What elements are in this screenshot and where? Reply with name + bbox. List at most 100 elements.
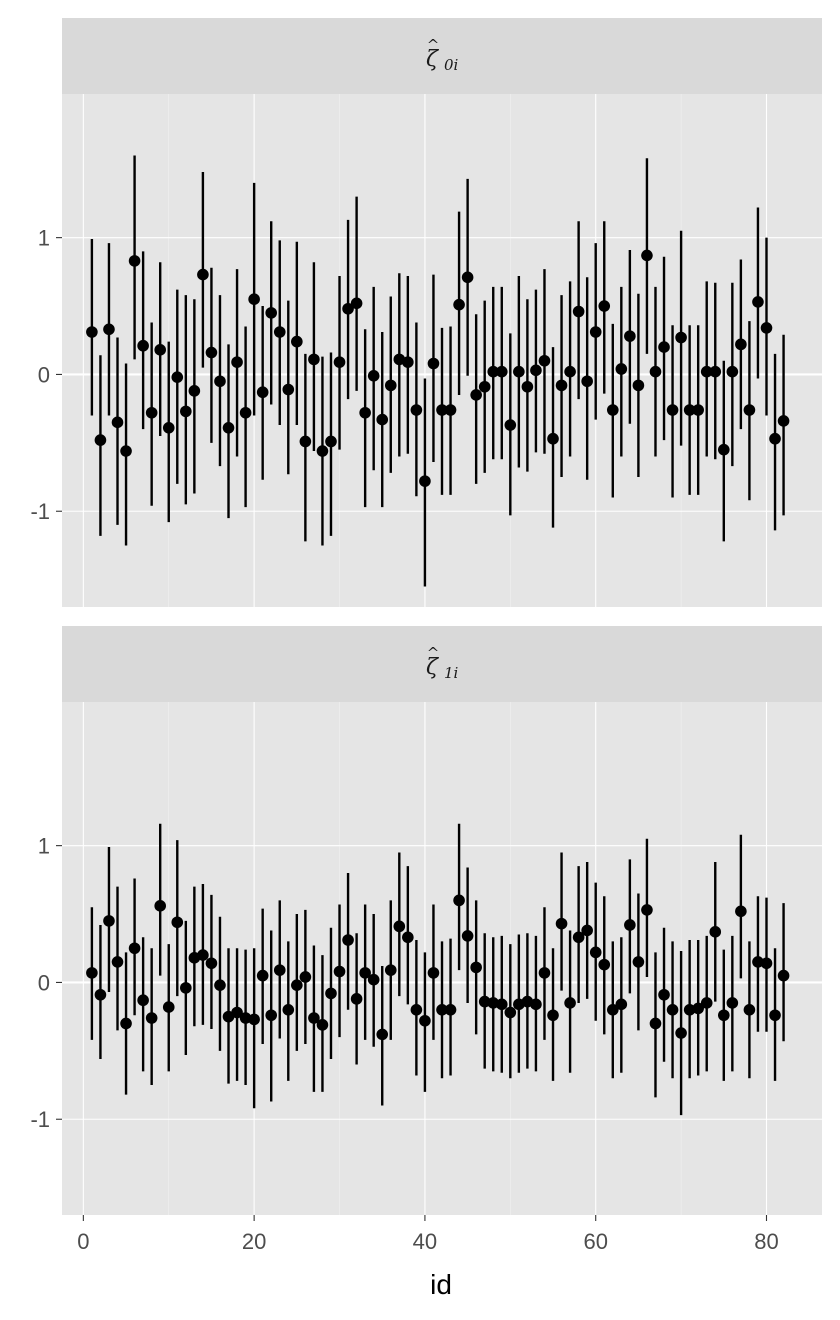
data-point [137, 994, 149, 1007]
data-point [94, 988, 107, 1001]
data-point [487, 365, 500, 378]
data-point [231, 1006, 243, 1019]
data-point [495, 998, 508, 1011]
x-axis-title: id [430, 1269, 452, 1300]
data-point [444, 1004, 457, 1016]
data-point [367, 370, 380, 382]
data-point [598, 300, 611, 312]
data-point [180, 982, 192, 994]
data-point [555, 379, 568, 392]
data-point [308, 353, 320, 366]
data-point [316, 1019, 329, 1031]
data-point [162, 1001, 175, 1013]
data-point [735, 338, 747, 351]
data-point [658, 988, 670, 1001]
data-point [717, 1009, 730, 1022]
data-point [735, 905, 747, 918]
data-point [700, 365, 713, 378]
data-point [282, 1004, 295, 1016]
data-point [436, 404, 448, 416]
data-point [410, 1004, 423, 1016]
data-point [581, 375, 593, 388]
data-point [402, 931, 414, 944]
data-point [683, 404, 696, 416]
data-point [487, 997, 500, 1009]
facet-strip-accent-2: ^ [427, 644, 440, 662]
facet-strip-label-1: ζ [426, 47, 440, 72]
data-point [478, 380, 491, 393]
data-point [615, 363, 628, 375]
data-point [248, 1013, 260, 1026]
data-point [632, 379, 645, 392]
data-point [128, 255, 141, 267]
facet-strip-1 [62, 18, 822, 94]
y-tick-label: -1 [30, 499, 50, 524]
data-point [495, 365, 508, 378]
data-point [641, 249, 653, 262]
data-point [530, 998, 542, 1011]
data-point [239, 1012, 252, 1024]
data-point [606, 1004, 619, 1016]
data-point [120, 445, 132, 457]
data-point [700, 997, 713, 1009]
data-point [572, 931, 585, 944]
data-point [478, 995, 491, 1008]
data-point [410, 404, 423, 416]
data-point [589, 946, 602, 959]
data-point [111, 416, 124, 429]
x-tick-label: 0 [77, 1229, 89, 1254]
data-point [367, 973, 380, 986]
x-tick-label: 40 [413, 1229, 437, 1254]
data-point [760, 957, 773, 970]
facet-strip-accent-1: ^ [427, 36, 440, 54]
data-point [649, 1017, 662, 1030]
series-2-1 [86, 823, 790, 1116]
data-point [752, 296, 764, 308]
data-point [632, 956, 645, 968]
data-point [444, 404, 457, 416]
data-point [180, 405, 192, 418]
data-point [273, 326, 286, 338]
data-point [171, 371, 184, 383]
x-tick-label: 60 [583, 1229, 607, 1254]
data-point [504, 1006, 517, 1019]
data-point [453, 894, 465, 907]
data-point [615, 998, 628, 1011]
data-point [589, 326, 602, 338]
data-point [777, 415, 790, 427]
data-point [538, 967, 551, 979]
data-point [291, 979, 303, 991]
data-point [769, 1009, 781, 1022]
data-point [598, 958, 611, 971]
data-point [333, 356, 346, 368]
data-point [692, 1002, 704, 1015]
data-point [188, 385, 201, 397]
data-point [717, 443, 730, 456]
data-point [282, 383, 295, 396]
data-point [547, 432, 559, 445]
data-point [513, 365, 525, 378]
data-point [624, 919, 636, 931]
data-point [197, 268, 209, 281]
data-point [666, 1004, 679, 1016]
data-point [453, 298, 465, 311]
x-axis: 0 20 40 60 80 [77, 1215, 779, 1254]
x-tick-label: 20 [242, 1229, 266, 1254]
data-point [214, 979, 226, 991]
data-point [376, 1028, 389, 1041]
panel-2: ζ^1i -1 0 1 [30, 626, 822, 1215]
data-point [359, 967, 371, 979]
panel-1: ζ^0i -1 0 1 [30, 18, 822, 607]
data-point [376, 413, 389, 426]
data-point [299, 435, 312, 448]
data-point [333, 965, 346, 978]
data-point [137, 339, 149, 352]
data-point [777, 969, 790, 982]
data-point [393, 920, 406, 933]
facet-strip-subscript-1: 0i [444, 56, 459, 74]
data-point [726, 997, 739, 1009]
data-point [162, 421, 175, 434]
data-point [555, 917, 568, 930]
